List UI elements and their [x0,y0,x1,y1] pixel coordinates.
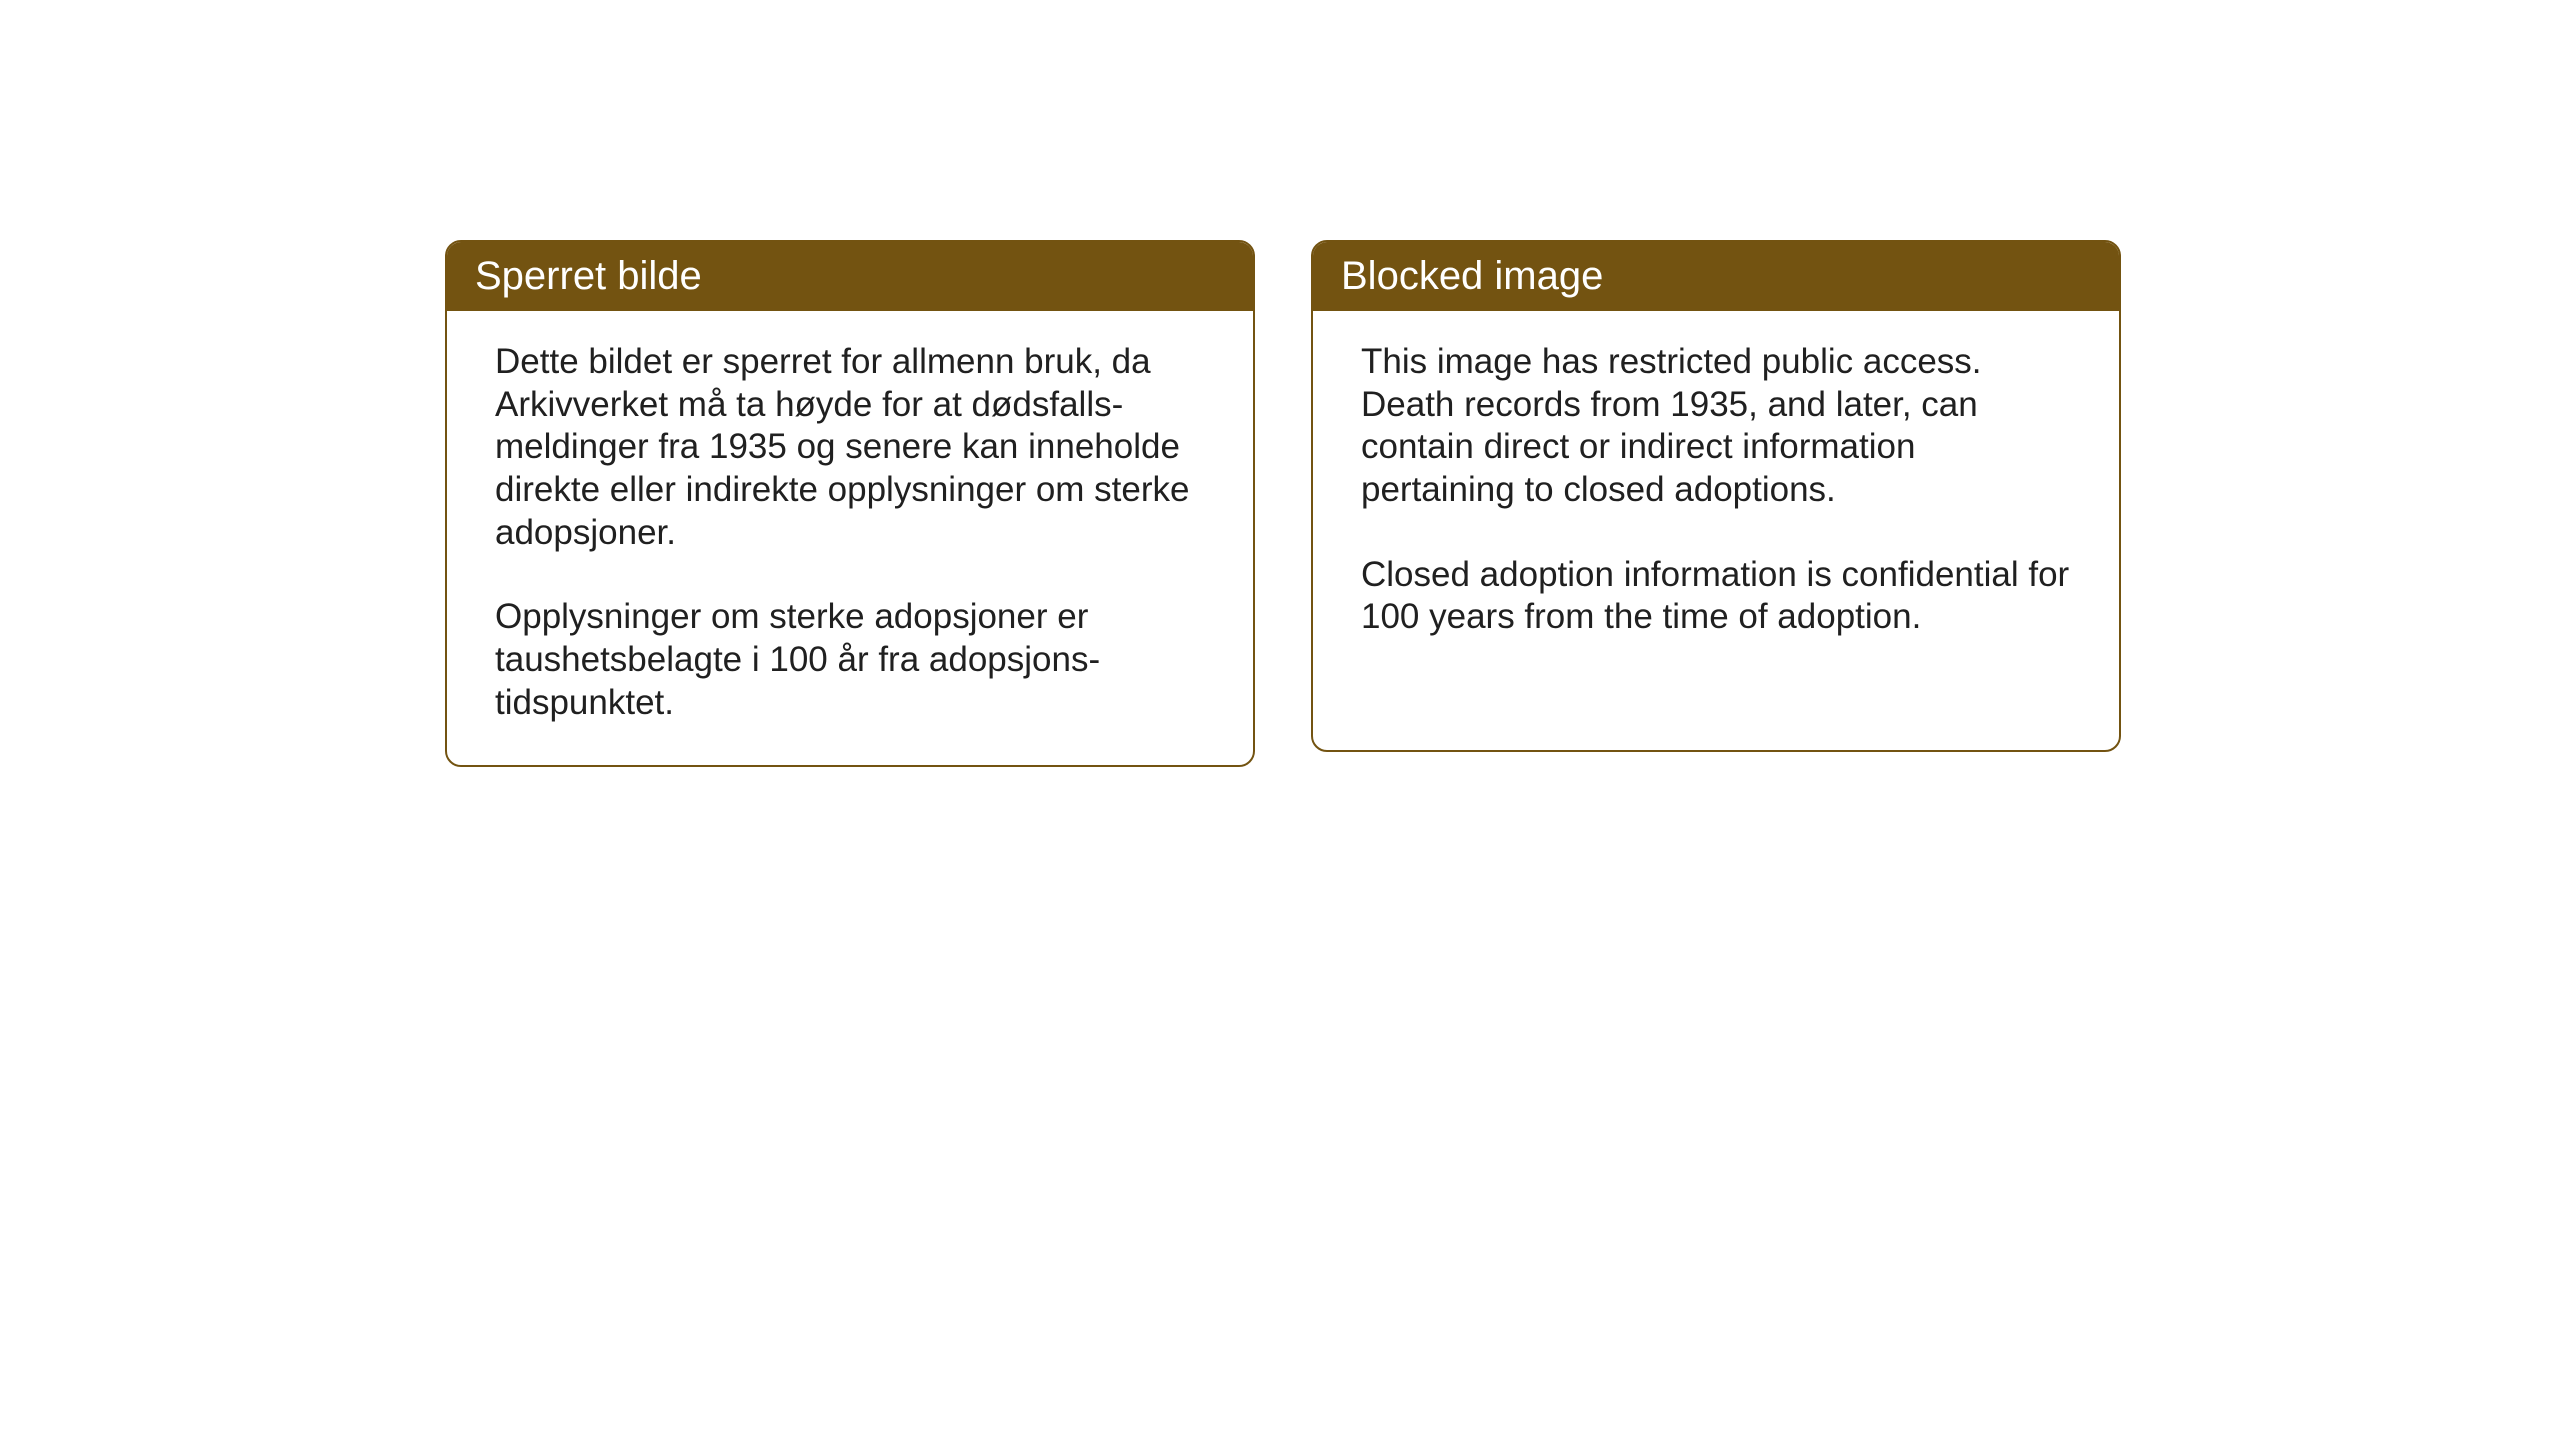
notice-card-english: Blocked image This image has restricted … [1311,240,2121,752]
notice-card-norwegian: Sperret bilde Dette bildet er sperret fo… [445,240,1255,767]
card-header-norwegian: Sperret bilde [447,242,1253,311]
card-body-english: This image has restricted public access.… [1313,311,2119,679]
card-paragraph-1-english: This image has restricted public access.… [1361,341,2071,512]
card-paragraph-2-english: Closed adoption information is confident… [1361,554,2071,639]
card-paragraph-1-norwegian: Dette bildet er sperret for allmenn bruk… [495,341,1205,554]
card-paragraph-2-norwegian: Opplysninger om sterke adopsjoner er tau… [495,596,1205,724]
notice-cards-container: Sperret bilde Dette bildet er sperret fo… [445,240,2121,767]
card-body-norwegian: Dette bildet er sperret for allmenn bruk… [447,311,1253,765]
card-title-english: Blocked image [1341,254,2091,299]
card-header-english: Blocked image [1313,242,2119,311]
card-title-norwegian: Sperret bilde [475,254,1225,299]
